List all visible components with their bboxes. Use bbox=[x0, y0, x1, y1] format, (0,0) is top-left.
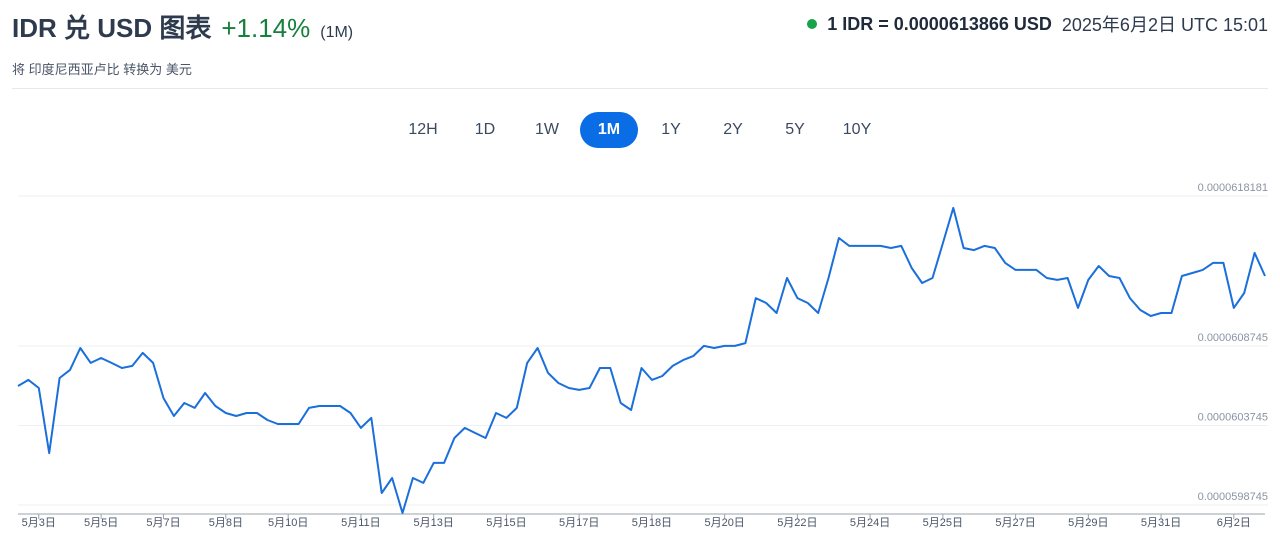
x-tick-label: 5月24日 bbox=[850, 517, 890, 529]
x-tick-label: 5月7日 bbox=[146, 517, 180, 529]
title: IDR 兑 USD 图表 bbox=[12, 13, 212, 43]
y-tick-label: 0.0000608745 bbox=[1198, 332, 1268, 344]
live-dot bbox=[807, 19, 818, 29]
range-button[interactable]: 1M bbox=[580, 112, 638, 148]
x-tick-label: 5月18日 bbox=[632, 517, 672, 529]
change: +1.14% bbox=[221, 13, 311, 43]
y-tick-label: 0.0000598745 bbox=[1198, 491, 1268, 503]
range-button[interactable]: 2Y bbox=[723, 121, 743, 138]
x-tick-label: 5月17日 bbox=[559, 517, 599, 529]
x-tick-label: 5月5日 bbox=[84, 517, 118, 529]
x-tick-label: 5月27日 bbox=[995, 517, 1035, 529]
rate-row: 1 IDR = 0.0000613866 USD 2025年6月2日 UTC 1… bbox=[807, 11, 1268, 37]
x-tick-label: 5月22日 bbox=[777, 517, 817, 529]
x-tick-label: 5月15日 bbox=[486, 517, 526, 529]
x-tick-label: 5月11日 bbox=[341, 517, 381, 529]
title-row: IDR 兑 USD 图表 +1.14% (1M) bbox=[12, 8, 353, 45]
x-tick-label: 6月2日 bbox=[1217, 517, 1251, 529]
x-tick-label: 5月10日 bbox=[268, 517, 308, 529]
x-tick-label: 5月3日 bbox=[22, 517, 56, 529]
range-button[interactable]: 1W bbox=[535, 121, 559, 138]
price-line bbox=[17, 206, 1266, 514]
range-button[interactable]: 12H bbox=[408, 121, 438, 138]
x-tick-label: 5月8日 bbox=[209, 517, 243, 529]
timestamp: 2025年6月2日 UTC 15:01 bbox=[1061, 15, 1268, 35]
y-tick-label: 0.0000618181 bbox=[1198, 182, 1268, 194]
range-button[interactable]: 1D bbox=[474, 121, 496, 138]
x-tick-label: 5月25日 bbox=[923, 517, 963, 529]
rate: 1 IDR = 0.0000613866 USD bbox=[827, 13, 1052, 34]
range-button[interactable]: 1Y bbox=[661, 121, 681, 138]
range-button[interactable]: 5Y bbox=[785, 121, 805, 138]
x-tick-label: 5月31日 bbox=[1141, 517, 1181, 529]
x-tick-label: 5月29日 bbox=[1068, 517, 1108, 529]
range-selector: 12H 1D 1W 1M 1Y 2Y 5Y 10Y bbox=[0, 112, 1280, 148]
divider bbox=[12, 88, 1268, 89]
y-tick-label: 0.0000603745 bbox=[1198, 411, 1268, 423]
x-tick-label: 5月13日 bbox=[413, 517, 453, 529]
x-tick-label: 5月20日 bbox=[704, 517, 744, 529]
subtitle: 将 印度尼西亚卢比 转换为 美元 bbox=[12, 62, 192, 77]
range-button[interactable]: 10Y bbox=[842, 121, 872, 138]
period: (1M) bbox=[320, 24, 354, 41]
